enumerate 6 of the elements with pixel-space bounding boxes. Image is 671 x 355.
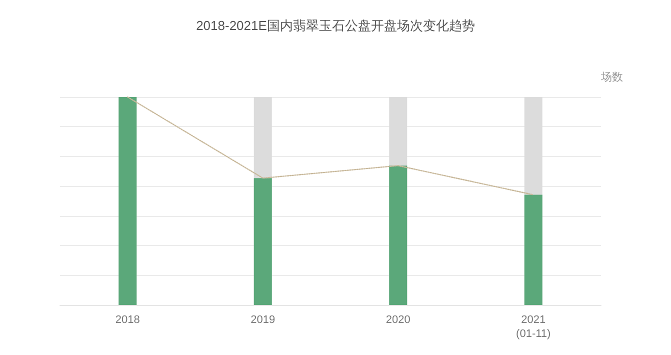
- chart-title: 2018-2021E国内翡翠玉石公盘开盘场次变化趋势: [196, 18, 475, 33]
- x-tick-label: 2019: [250, 314, 276, 326]
- x-tick-label: 2018: [115, 314, 140, 326]
- x-tick-label: 2020: [386, 314, 410, 326]
- y-axis-title: 场数: [600, 72, 623, 84]
- x-tick-label: 2021 (01-11): [516, 314, 551, 340]
